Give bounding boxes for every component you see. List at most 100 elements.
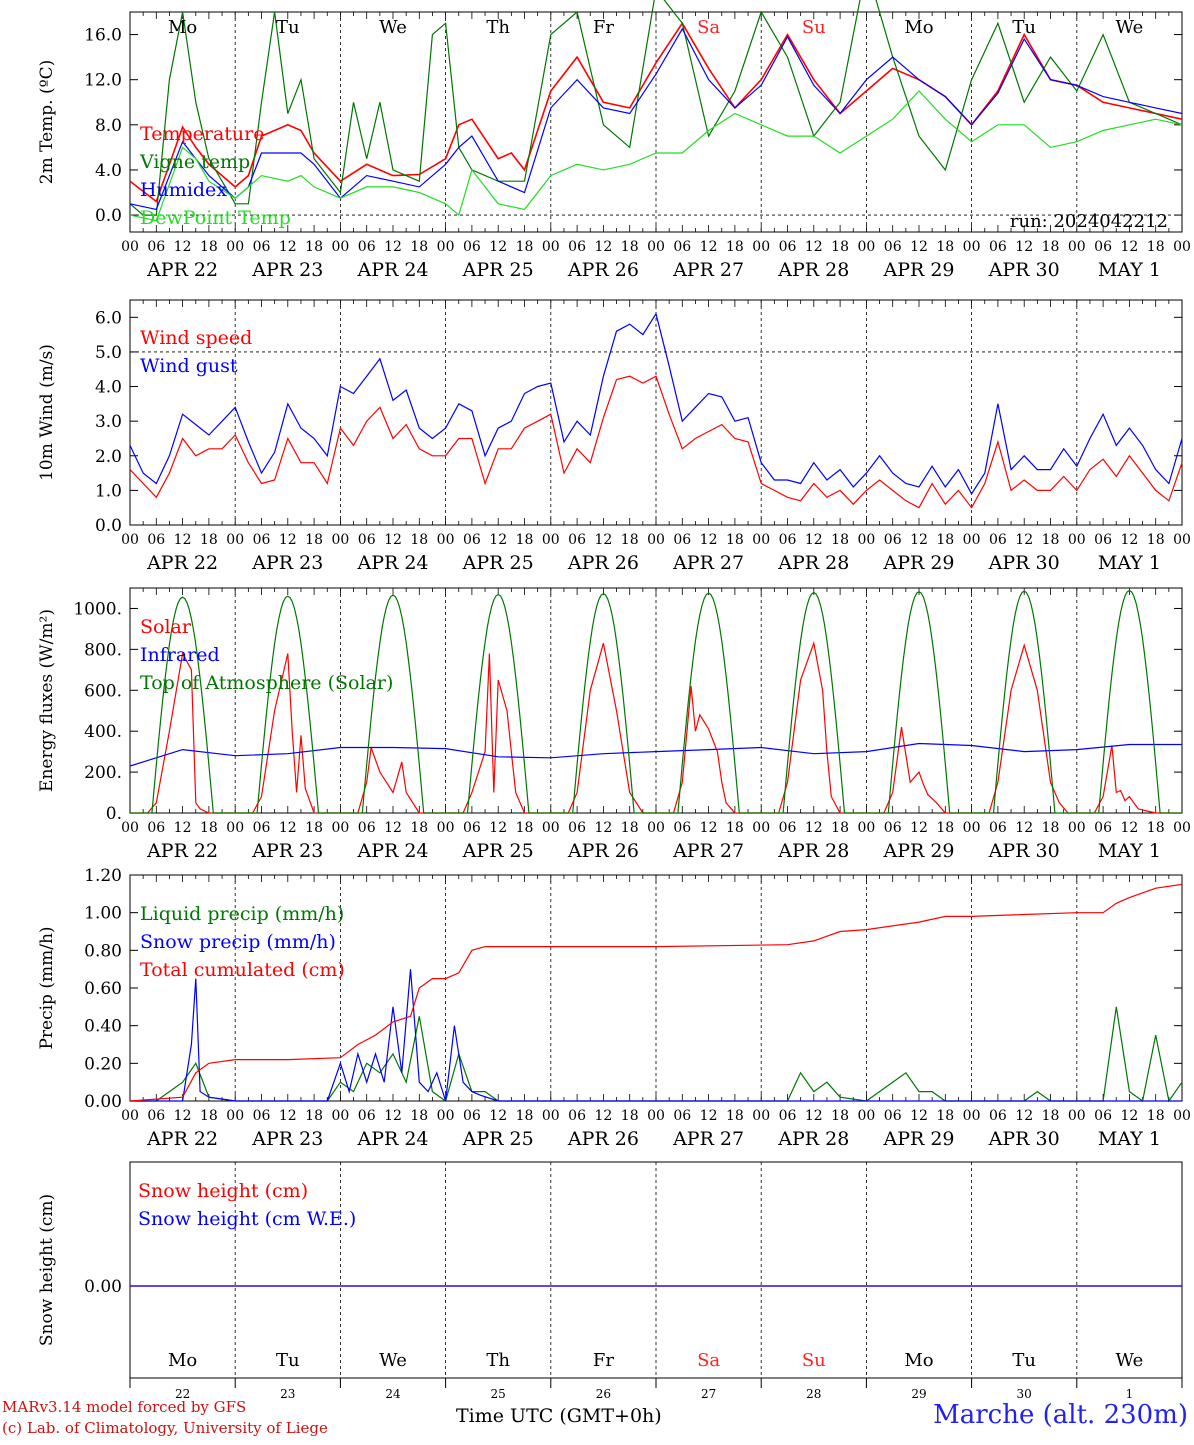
hour-label: 18: [936, 532, 954, 548]
hour-label: 06: [884, 532, 902, 548]
hour-label: 12: [174, 820, 192, 836]
hour-label: 00: [542, 820, 560, 836]
weekday-label: Tu: [276, 17, 300, 38]
hour-label: 00: [752, 1108, 770, 1124]
hour-label: 18: [621, 820, 639, 836]
hour-label: 12: [1120, 820, 1138, 836]
hour-label: 06: [989, 820, 1007, 836]
hour-label: 12: [1015, 1108, 1033, 1124]
hour-label: 06: [147, 532, 165, 548]
hour-label: 18: [726, 820, 744, 836]
hour-label: 12: [1120, 239, 1138, 255]
hour-label: 12: [1120, 1108, 1138, 1124]
y-axis-label: Energy fluxes (W/m²): [37, 609, 57, 792]
day-number: 29: [911, 1387, 926, 1401]
weekday-label: Mo: [904, 17, 933, 38]
hour-label: 18: [936, 239, 954, 255]
hour-label: 00: [1173, 820, 1191, 836]
hour-label: 12: [279, 239, 297, 255]
hour-label: 06: [568, 1108, 586, 1124]
hour-label: 12: [384, 532, 402, 548]
hour-label: 06: [673, 1108, 691, 1124]
date-label: APR 22: [146, 552, 218, 574]
hour-label: 12: [700, 820, 718, 836]
hour-label: 12: [279, 820, 297, 836]
hour-label: 06: [989, 532, 1007, 548]
hour-label: 00: [542, 1108, 560, 1124]
date-label: APR 26: [567, 552, 639, 574]
hour-label: 00: [647, 239, 665, 255]
date-label: APR 29: [882, 552, 954, 574]
y-tick-label: 400.: [84, 722, 122, 742]
hour-label: 18: [726, 532, 744, 548]
legend-entry: DewPoint Temp: [140, 207, 291, 229]
hour-label: 12: [489, 820, 507, 836]
y-axis-label: 10m Wind (m/s): [37, 344, 57, 481]
hour-label: 12: [279, 532, 297, 548]
hour-label: 00: [1173, 1108, 1191, 1124]
hour-label: 00: [542, 532, 560, 548]
hour-label: 18: [1042, 1108, 1060, 1124]
series-line-dewpoint-temp: [129, 90, 1183, 222]
day-number: 24: [385, 1387, 401, 1401]
hour-label: 00: [226, 239, 244, 255]
hour-label: 06: [884, 1108, 902, 1124]
time-axis-label: Time UTC (GMT+0h): [456, 1405, 662, 1427]
y-tick-label: 5.0: [95, 343, 122, 363]
hour-label: 00: [752, 820, 770, 836]
date-label: APR 26: [567, 259, 639, 281]
date-label: APR 27: [672, 1128, 744, 1150]
hour-label: 00: [647, 532, 665, 548]
y-tick-label: 800.: [84, 640, 122, 660]
hour-label: 00: [121, 1108, 139, 1124]
hour-label: 00: [647, 1108, 665, 1124]
date-label: MAY 1: [1098, 259, 1161, 281]
date-label: APR 23: [251, 259, 323, 281]
hour-label: 06: [779, 820, 797, 836]
hour-label: 00: [1068, 532, 1086, 548]
hour-label: 18: [410, 532, 428, 548]
series-line-vigne-temp: [129, 0, 1183, 216]
hour-label: 06: [568, 820, 586, 836]
hour-label: 12: [910, 1108, 928, 1124]
date-label: APR 24: [356, 840, 428, 862]
date-label: APR 22: [146, 259, 218, 281]
hour-label: 06: [463, 820, 481, 836]
legend-entry: Vigne temp: [139, 151, 250, 173]
panel-frame: [129, 587, 1183, 814]
legend-entry: Snow precip (mm/h): [140, 931, 336, 953]
hour-label: 06: [253, 1108, 271, 1124]
y-tick-label: 4.0: [95, 161, 122, 181]
hour-label: 00: [437, 532, 455, 548]
hour-label: 06: [147, 239, 165, 255]
date-label: APR 24: [356, 552, 428, 574]
hour-label: 12: [594, 239, 612, 255]
hour-label: 00: [121, 820, 139, 836]
hour-label: 18: [516, 820, 534, 836]
y-axis-label: Snow height (cm): [37, 1194, 57, 1346]
y-tick-label: 0.00: [84, 1277, 122, 1297]
hour-label: 12: [910, 239, 928, 255]
hour-label: 00: [437, 239, 455, 255]
hour-label: 06: [463, 239, 481, 255]
hour-label: 18: [516, 239, 534, 255]
hour-label: 00: [857, 820, 875, 836]
hour-label: 00: [1068, 820, 1086, 836]
hour-label: 12: [489, 1108, 507, 1124]
hour-label: 00: [437, 820, 455, 836]
hour-label: 18: [410, 820, 428, 836]
hour-label: 06: [989, 239, 1007, 255]
day-number: 27: [701, 1387, 716, 1401]
weekday-label: Sa: [697, 17, 720, 38]
y-tick-label: 1000.: [73, 599, 122, 619]
hour-label: 18: [726, 1108, 744, 1124]
series-line-snow-precip-mm-h-: [130, 969, 1182, 1102]
hour-label: 00: [963, 820, 981, 836]
legend-entry: Snow height (cm W.E.): [138, 1208, 356, 1230]
hour-label: 18: [1042, 239, 1060, 255]
hour-label: 06: [358, 1108, 376, 1124]
hour-label: 06: [884, 820, 902, 836]
hour-label: 06: [1094, 820, 1112, 836]
hour-label: 06: [673, 239, 691, 255]
hour-label: 12: [594, 820, 612, 836]
